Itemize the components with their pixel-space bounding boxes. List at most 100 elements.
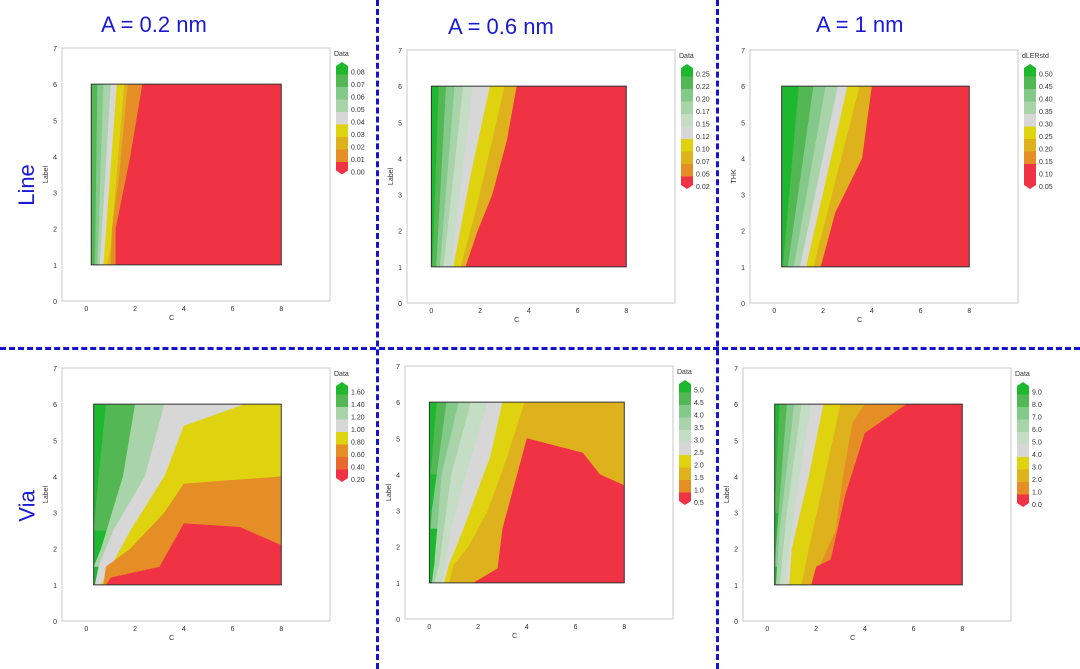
- legend-label: 1.60: [351, 389, 365, 396]
- y-tick-label: 2: [53, 227, 57, 234]
- legend-swatch: [336, 457, 348, 470]
- legend-label: 0.050: [351, 107, 365, 114]
- divider-vertical-right: [716, 0, 719, 669]
- legend-label: 0.175: [696, 109, 710, 116]
- x-tick-label: 4: [182, 306, 186, 313]
- x-axis-label: C: [169, 315, 174, 322]
- x-tick-label: 8: [279, 626, 283, 633]
- contour-band: [105, 523, 282, 585]
- legend-label: 0.0: [1032, 502, 1042, 509]
- region-border: [93, 403, 282, 586]
- legend-label: 0.020: [351, 144, 365, 151]
- y-tick-label: 4: [741, 156, 745, 163]
- legend-swatch: [336, 87, 348, 100]
- region-border: [90, 83, 282, 266]
- x-tick-label: 4: [525, 624, 529, 631]
- chart-line-a06: 0 1 2 3 4 5 6 7 0 2 4 6 8 C Label Data 0.250 0.225 0.200 0.…: [385, 48, 710, 331]
- x-axis-label: C: [857, 317, 862, 324]
- legend-label: 1.0: [694, 487, 704, 494]
- legend-swatch: [1024, 101, 1036, 114]
- y-tick-label: 6: [734, 402, 738, 409]
- legend-label: 0.15: [1039, 159, 1053, 166]
- legend-label: 0.20: [1039, 146, 1053, 153]
- row-title-via: Via: [14, 490, 40, 522]
- region-border: [430, 85, 627, 268]
- legend-swatch: [679, 480, 691, 493]
- contour-band: [465, 86, 627, 267]
- y-tick-label: 2: [396, 545, 400, 552]
- y-tick-label: 5: [53, 438, 57, 445]
- legend-label: 3.0: [1032, 464, 1042, 471]
- chart-line-a1: 0 1 2 3 4 5 6 7 0 2 4 6 8 C THK dLERstd 0.50 0.45 0.40 0.35…: [728, 48, 1053, 331]
- legend-swatch: [1017, 419, 1029, 432]
- legend-label: 0.150: [696, 121, 710, 128]
- legend-title: dLERstd: [1022, 53, 1049, 60]
- legend-label: 0.060: [351, 94, 365, 101]
- legend-swatch: [679, 467, 691, 480]
- y-tick-label: 6: [741, 84, 745, 91]
- legend-swatch: [679, 442, 691, 455]
- legend-swatch: [336, 469, 348, 482]
- legend-swatch: [681, 76, 693, 89]
- contour-svg: 0 1 2 3 4 5 6 7 0 2 4 6 8 C Label Data 0.080 0.070 0.060 0.…: [43, 46, 365, 322]
- legend-swatch: [679, 380, 691, 393]
- legend-swatch: [1024, 139, 1036, 152]
- legend-swatch: [336, 99, 348, 112]
- legend-swatch: [336, 444, 348, 457]
- x-tick-label: 6: [576, 308, 580, 315]
- legend-swatch: [679, 405, 691, 418]
- y-axis-label: THK: [731, 169, 738, 183]
- x-tick-label: 8: [279, 306, 283, 313]
- y-tick-label: 1: [741, 265, 745, 272]
- legend-title: Data: [334, 371, 349, 378]
- legend-label: 0.05: [1039, 184, 1053, 191]
- y-tick-label: 0: [53, 619, 57, 626]
- legend-label: 2.0: [1032, 477, 1042, 484]
- legend-label: 3.0: [694, 437, 704, 444]
- contour-band: [473, 438, 625, 583]
- y-tick-label: 7: [53, 46, 57, 53]
- x-tick-label: 0: [429, 308, 433, 315]
- legend-swatch: [336, 124, 348, 137]
- legend-swatch: [681, 164, 693, 177]
- y-axis-label: Label: [43, 165, 50, 183]
- legend-label: 0.5: [694, 500, 704, 507]
- x-tick-label: 6: [912, 626, 916, 633]
- y-tick-label: 7: [734, 366, 738, 373]
- legend-title: Data: [334, 51, 349, 58]
- y-tick-label: 5: [396, 436, 400, 443]
- y-tick-label: 1: [734, 583, 738, 590]
- y-tick-label: 5: [741, 120, 745, 127]
- legend-swatch: [679, 392, 691, 405]
- y-tick-label: 4: [734, 474, 738, 481]
- legend-label: 1.00: [351, 427, 365, 434]
- legend-label: 2.5: [694, 450, 704, 457]
- y-axis-label: Label: [43, 485, 50, 503]
- x-tick-label: 4: [863, 626, 867, 633]
- x-tick-label: 4: [527, 308, 531, 315]
- contour-svg: 0 1 2 3 4 5 6 7 0 2 4 6 8 C Label Data 9.0 8.0 7.0 6.0 5.0 4.…: [724, 366, 1042, 642]
- legend-swatch: [336, 382, 348, 395]
- y-tick-label: 6: [398, 84, 402, 91]
- x-tick-label: 6: [231, 626, 235, 633]
- region-border: [428, 401, 625, 584]
- legend-swatch: [681, 64, 693, 77]
- divider-horizontal: [0, 347, 1080, 350]
- legend-label: 0.250: [696, 71, 710, 78]
- legend-label: 0.40: [1039, 96, 1053, 103]
- y-tick-label: 2: [734, 547, 738, 554]
- legend-label: 1.20: [351, 414, 365, 421]
- y-tick-label: 7: [53, 366, 57, 373]
- y-axis-label: Label: [386, 483, 393, 501]
- legend-title: Data: [677, 369, 692, 376]
- x-tick-label: 0: [772, 308, 776, 315]
- legend-label: 1.0: [1032, 489, 1042, 496]
- legend-swatch: [1024, 76, 1036, 89]
- contour-band: [820, 86, 970, 267]
- x-tick-label: 4: [182, 626, 186, 633]
- legend-label: 1.5: [694, 475, 704, 482]
- y-tick-label: 3: [396, 509, 400, 516]
- region-border: [781, 85, 970, 268]
- x-tick-label: 2: [133, 306, 137, 313]
- y-tick-label: 0: [734, 619, 738, 626]
